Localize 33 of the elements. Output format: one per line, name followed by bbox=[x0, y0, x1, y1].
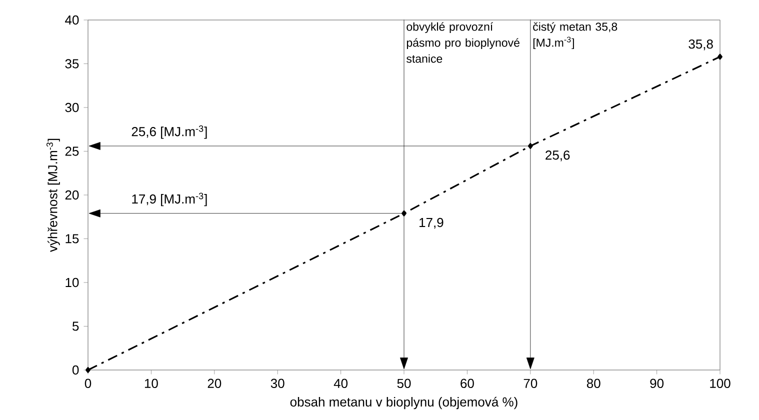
y-tick-label: 5 bbox=[72, 322, 79, 331]
data-label: 35,8 bbox=[688, 39, 713, 50]
point bbox=[402, 210, 406, 216]
y-tick-label: 10 bbox=[66, 278, 79, 288]
x-tick-label: 40 bbox=[334, 378, 348, 388]
point bbox=[86, 367, 90, 373]
y-tick-label: 25 bbox=[65, 146, 79, 156]
ref-line-label: 25,6 [MJ.m$^{-3}$] bbox=[132, 125, 207, 139]
x-tick-label: 80 bbox=[586, 378, 600, 388]
ref-line-label: obvyklé provozní pásmo pro bioplynové stanice bbox=[406, 22, 520, 63]
x-tick-label: 60 bbox=[460, 378, 474, 388]
point bbox=[528, 142, 533, 149]
x-axis-title: obsah metanu v bioplynu (objemová %) bbox=[290, 396, 518, 410]
x-tick-label: 0 bbox=[84, 378, 92, 388]
x-tick-label: 10 bbox=[144, 378, 158, 388]
y-tick-label: 30 bbox=[65, 102, 79, 112]
y-axis-title: výhřevnost [MJ.m$^{-3}$] bbox=[46, 138, 60, 252]
x-tick-label: 100 bbox=[710, 378, 730, 388]
y-tick-label: 15 bbox=[66, 234, 79, 244]
ref-line-label: čistý metan 35,8 [MJ.m$^{-3}$] bbox=[533, 22, 618, 50]
x-tick-label: 30 bbox=[270, 378, 284, 388]
y-tick-label: 20 bbox=[65, 190, 79, 200]
x-tick-label: 90 bbox=[650, 378, 664, 388]
x-tick-label: 50 bbox=[397, 378, 411, 388]
y-tick-label: 0 bbox=[72, 365, 79, 375]
point bbox=[718, 54, 722, 60]
data-label: 17,9 bbox=[420, 218, 444, 229]
y-tick-label: 35 bbox=[65, 59, 79, 68]
data-label: 25,6 bbox=[546, 150, 570, 162]
x-tick-label: 20 bbox=[208, 378, 222, 388]
ref-line-label: 17,9 [MJ.m$^{-3}$] bbox=[132, 192, 207, 206]
y-tick-label: 40 bbox=[65, 15, 79, 25]
x-tick-label: 70 bbox=[524, 378, 538, 388]
